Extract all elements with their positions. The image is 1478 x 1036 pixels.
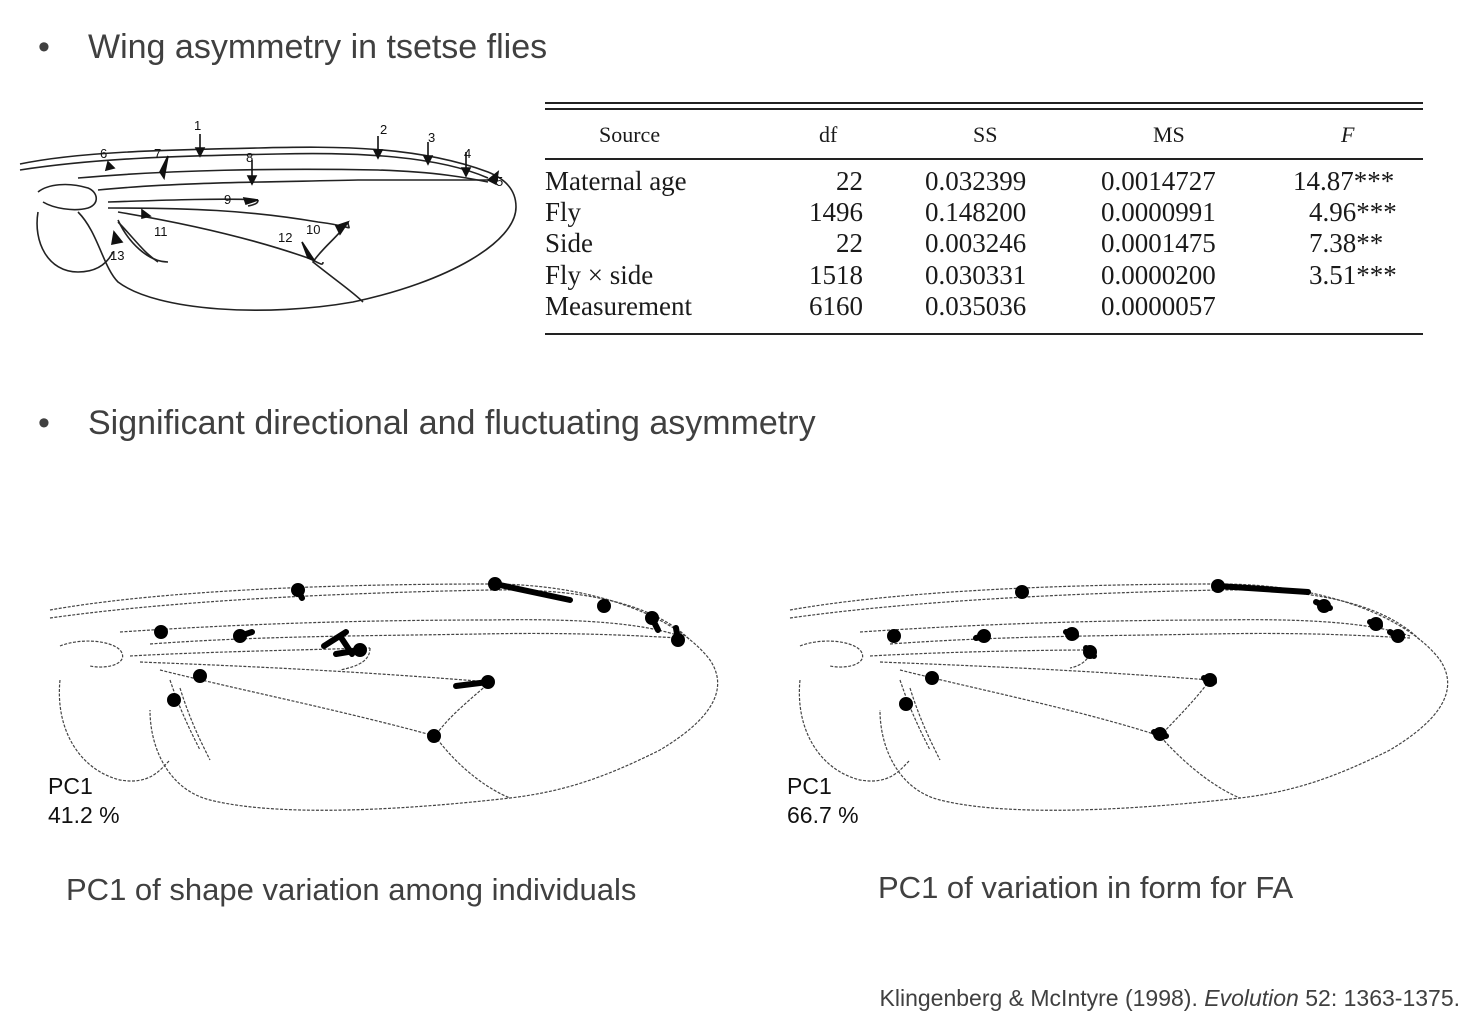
landmark-label: 7 bbox=[154, 146, 161, 161]
landmark-label: 5 bbox=[496, 174, 503, 189]
landmark-label: 2 bbox=[380, 122, 387, 137]
wing-pc-shape-variation bbox=[49, 577, 719, 811]
pc-value: 41.2 % bbox=[48, 802, 120, 828]
pc-label-right: PC1 66.7 % bbox=[787, 772, 859, 830]
table-top-rule bbox=[545, 102, 1423, 104]
row-df: 6160 bbox=[809, 291, 863, 321]
landmark-label: 6 bbox=[100, 146, 107, 161]
row-ms: 0.0001475 bbox=[1101, 228, 1216, 258]
row-source: Side bbox=[545, 228, 594, 258]
citation: Klingenberg & McIntyre (1998). Evolution… bbox=[880, 985, 1460, 1012]
pc-name: PC1 bbox=[787, 773, 832, 799]
landmark-label: 9 bbox=[224, 192, 231, 207]
header-f: F bbox=[1341, 122, 1355, 147]
caption-shape-variation: PC1 of shape variation among individuals bbox=[66, 872, 637, 907]
header-ss: SS bbox=[973, 122, 998, 147]
bullet-text: Significant directional and fluctuating … bbox=[88, 404, 816, 442]
pc-value: 66.7 % bbox=[787, 802, 859, 828]
bullet-symbol: • bbox=[38, 28, 50, 66]
citation-authors: Klingenberg & McIntyre (1998). bbox=[879, 985, 1205, 1011]
landmark-label: 4 bbox=[464, 146, 471, 161]
row-f: 7.38** bbox=[1309, 228, 1384, 258]
row-ss: 0.035036 bbox=[925, 291, 1027, 321]
header-ms: MS bbox=[1153, 122, 1185, 147]
pc-label-left: PC1 41.2 % bbox=[48, 772, 120, 830]
header-df: df bbox=[819, 122, 838, 147]
row-df: 22 bbox=[836, 166, 863, 196]
row-ss: 0.032399 bbox=[925, 166, 1027, 196]
landmark-label: 12 bbox=[278, 230, 292, 245]
row-source: Maternal age bbox=[545, 166, 687, 196]
row-ss: 0.030331 bbox=[925, 260, 1027, 290]
row-ms: 0.0000200 bbox=[1101, 260, 1216, 290]
landmark-label: 11 bbox=[154, 224, 168, 239]
bullet-symbol: • bbox=[38, 404, 50, 442]
anova-table: Source df SS MS F Maternal age 22 0.0323… bbox=[545, 100, 1423, 340]
landmark-label: 10 bbox=[306, 222, 320, 237]
caption-form-fa: PC1 of variation in form for FA bbox=[878, 870, 1294, 905]
bullet-text: Wing asymmetry in tsetse flies bbox=[88, 28, 548, 66]
landmark-label: 3 bbox=[428, 130, 435, 145]
citation-journal: Evolution bbox=[1204, 985, 1299, 1011]
landmark-label: 13 bbox=[110, 248, 124, 263]
citation-rest: 52: 1363-1375. bbox=[1298, 985, 1460, 1011]
table-top-rule-double bbox=[545, 108, 1423, 110]
row-ss: 0.003246 bbox=[925, 228, 1027, 258]
row-source: Fly bbox=[545, 197, 582, 227]
row-f: 14.87*** bbox=[1293, 166, 1395, 196]
wing-pc-form-fa bbox=[789, 579, 1449, 811]
landmark-label: 1 bbox=[194, 118, 201, 133]
pc-name: PC1 bbox=[48, 773, 93, 799]
row-f: 4.96*** bbox=[1309, 197, 1397, 227]
header-source: Source bbox=[599, 122, 661, 147]
row-source: Measurement bbox=[545, 291, 692, 321]
row-f: 3.51*** bbox=[1309, 260, 1397, 290]
table-header-rule bbox=[545, 158, 1423, 160]
row-ms: 0.0000991 bbox=[1101, 197, 1216, 227]
row-source: Fly × side bbox=[545, 260, 654, 290]
wing-landmark-diagram: 1 2 3 4 5 6 7 8 9 10 11 12 13 bbox=[19, 118, 517, 311]
row-ms: 0.0014727 bbox=[1101, 166, 1216, 196]
table-bottom-rule bbox=[545, 333, 1423, 335]
row-ms: 0.0000057 bbox=[1101, 291, 1216, 321]
row-df: 1496 bbox=[809, 197, 863, 227]
landmark-label: 8 bbox=[246, 150, 253, 165]
row-ss: 0.148200 bbox=[925, 197, 1027, 227]
row-df: 22 bbox=[836, 228, 863, 258]
row-df: 1518 bbox=[809, 260, 863, 290]
